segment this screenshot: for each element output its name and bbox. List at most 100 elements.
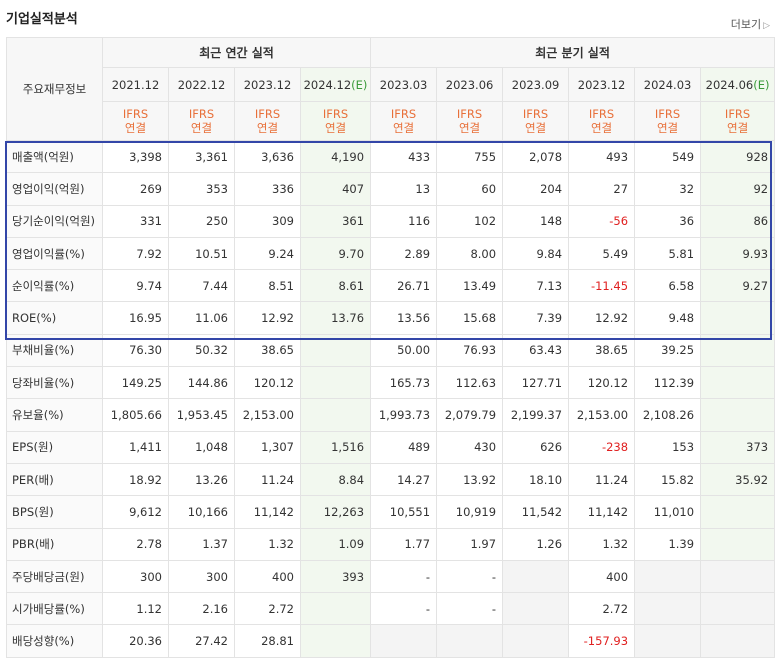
table-row: 영업이익률(%) 7.92 10.51 9.24 9.70 2.89 8.00 9.84 5.4… xyxy=(6,236,776,271)
ifrs-label: IFRS xyxy=(522,107,549,121)
table-cell: 18.10 xyxy=(502,462,570,497)
table-row: PBR(배) 2.78 1.37 1.32 1.09 1.77 1.97 1.26 1.32 1.… xyxy=(6,527,776,561)
period-label: 2023.12 xyxy=(577,77,626,92)
table-cell: 148 xyxy=(502,204,570,238)
table-row: 영업이익(억원) 269 353 336 407 13 60 204 27 32 92 xyxy=(6,172,776,206)
table-cell: 12.92 xyxy=(234,301,301,335)
table-cell: 2.72 xyxy=(234,592,301,626)
table-cell: 1.37 xyxy=(168,527,235,561)
table-cell: 92 xyxy=(700,172,776,206)
table-cell xyxy=(700,527,776,561)
row-label: BPS(원) xyxy=(6,495,103,529)
period-header: 2022.12 xyxy=(168,67,235,102)
row-label: 유보율(%) xyxy=(6,398,103,432)
ifrs-label: IFRS xyxy=(456,107,483,121)
table-cell xyxy=(502,624,570,658)
consolidated-label: 연결 xyxy=(190,121,213,135)
period-header: 2023.12 xyxy=(234,67,301,102)
consolidated-label: 연결 xyxy=(392,121,415,135)
table-cell: 2,153.00 xyxy=(234,398,301,432)
consolidated-label: 연결 xyxy=(324,121,347,135)
table-cell: 13.92 xyxy=(436,462,504,497)
row-label: 부채비율(%) xyxy=(6,333,103,368)
table-cell: - xyxy=(370,592,438,626)
table-cell: 15.82 xyxy=(634,462,702,497)
consolidated-label: 연결 xyxy=(590,121,613,135)
table-cell: -238 xyxy=(568,430,636,464)
table-cell: 1,993.73 xyxy=(370,398,438,432)
table-cell: 2,079.79 xyxy=(436,398,504,432)
table-cell: 250 xyxy=(168,204,235,238)
ifrs-header: IFRS 연결 xyxy=(370,101,438,141)
table-cell: 102 xyxy=(436,204,504,238)
table-cell: 27.42 xyxy=(168,624,235,658)
table-cell: 1.97 xyxy=(436,527,504,561)
table-cell: 18.92 xyxy=(102,462,169,497)
table-row: EPS(원) 1,411 1,048 1,307 1,516 489 430 626 -238 1… xyxy=(6,430,776,464)
table-cell: 373 xyxy=(700,430,776,464)
table-cell: 11.24 xyxy=(234,462,301,497)
table-cell xyxy=(700,333,776,368)
table-cell: 1.32 xyxy=(234,527,301,561)
table-cell: 120.12 xyxy=(234,366,301,400)
table-cell: 8.51 xyxy=(234,269,301,303)
table-cell: -157.93 xyxy=(568,624,636,658)
table-cell: 26.71 xyxy=(370,269,438,303)
table-cell: 16.95 xyxy=(102,301,169,335)
table-cell xyxy=(502,559,570,594)
table-cell: 2.78 xyxy=(102,527,169,561)
table-cell: 9.27 xyxy=(700,269,776,303)
ifrs-header: IFRS 연결 xyxy=(502,101,570,141)
table-cell: 400 xyxy=(234,559,301,594)
table-cell: 393 xyxy=(299,559,372,594)
table-cell xyxy=(299,592,372,626)
table-cell: 27 xyxy=(568,172,636,206)
table-cell: - xyxy=(370,559,438,594)
table-row: 주당배당금(원) 300 300 400 393- -400 xyxy=(6,559,776,594)
table-cell: 50.00 xyxy=(370,333,438,368)
table-row: ROE(%) 16.95 11.06 12.92 13.76 13.56 15.68 7.39… xyxy=(6,301,776,335)
table-cell: 116 xyxy=(370,204,438,238)
table-cell: 6.58 xyxy=(634,269,702,303)
section-title: 기업실적분석 xyxy=(6,12,78,27)
table-cell: 76.93 xyxy=(436,333,504,368)
period-label: 2023.09 xyxy=(511,77,560,92)
period-label: 2023.03 xyxy=(379,77,428,92)
consolidated-label: 연결 xyxy=(256,121,279,135)
ifrs-header: IFRS 연결 xyxy=(700,101,776,141)
table-cell: 9.93 xyxy=(700,236,776,271)
table-cell: 28.81 xyxy=(234,624,301,658)
table-cell: 9.70 xyxy=(299,236,372,271)
table-cell: 1,411 xyxy=(102,430,169,464)
table-cell: 2,078 xyxy=(502,139,570,174)
table-cell xyxy=(299,624,372,658)
table-cell: 489 xyxy=(370,430,438,464)
corner-header: 주요재무정보 xyxy=(6,37,103,141)
ifrs-header: IFRS 연결 xyxy=(102,101,169,141)
period-label: 2022.12 xyxy=(177,77,226,92)
table-cell: -11.45 xyxy=(568,269,636,303)
table-cell xyxy=(436,624,504,658)
table-cell: 2,199.37 xyxy=(502,398,570,432)
row-label: 배당성향(%) xyxy=(6,624,103,658)
row-label: ROE(%) xyxy=(6,301,103,335)
table-cell: 3,398 xyxy=(102,139,169,174)
quarter-group-header: 최근 분기 실적 xyxy=(370,37,776,68)
table-cell: 755 xyxy=(436,139,504,174)
table-cell: 10,166 xyxy=(168,495,235,529)
table-cell xyxy=(502,592,570,626)
table-cell: 2,153.00 xyxy=(568,398,636,432)
table-cell: 269 xyxy=(102,172,169,206)
table-cell: 1.39 xyxy=(634,527,702,561)
consolidated-label: 연결 xyxy=(458,121,481,135)
more-link[interactable]: 더보기 ▷ xyxy=(730,18,770,31)
table-cell xyxy=(299,398,372,432)
table-row: 순이익률(%) 9.74 7.44 8.51 8.61 26.71 13.49 7.13 -11… xyxy=(6,269,776,303)
table-row: 당좌비율(%) 149.25 144.86 120.12 165.73 112.63 127… xyxy=(6,366,776,400)
table-cell: 309 xyxy=(234,204,301,238)
table-cell: 7.13 xyxy=(502,269,570,303)
table-cell: 3,636 xyxy=(234,139,301,174)
table-cell: 407 xyxy=(299,172,372,206)
chevron-right-icon: ▷ xyxy=(763,21,770,31)
table-cell: 4,190 xyxy=(299,139,372,174)
